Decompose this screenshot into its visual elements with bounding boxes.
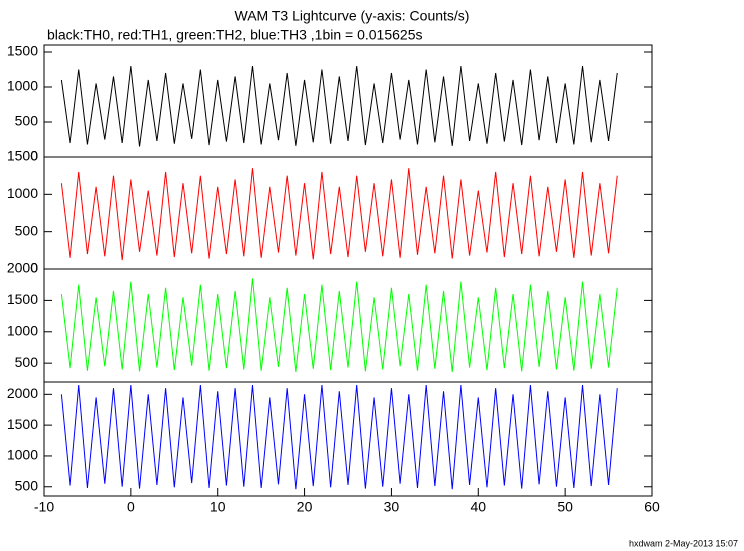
y-tick-label: 2000 (7, 260, 38, 276)
chart-subtitle: black:TH0, red:TH1, green:TH2, blue:TH3 … (47, 27, 422, 43)
y-tick-label: 500 (15, 113, 39, 129)
y-tick-label: 2000 (7, 385, 38, 401)
footer: hxdwam 2-May-2013 15:07 (629, 538, 738, 548)
y-tick-label: 1500 (7, 148, 38, 164)
y-tick-label: 1000 (7, 185, 38, 201)
lightcurve (60, 168, 618, 261)
y-tick-label: 0 (30, 260, 38, 276)
x-tick-label: 10 (210, 499, 226, 515)
x-tick-label: 20 (297, 499, 313, 515)
x-tick-label: 0 (127, 499, 135, 515)
panel-frame (43, 381, 653, 497)
x-tick-label: 40 (470, 499, 486, 515)
x-tick-label: 30 (384, 499, 400, 515)
y-tick-label: 1500 (7, 43, 38, 59)
x-tick-label: 50 (557, 499, 573, 515)
y-tick-label: 1000 (7, 322, 38, 338)
y-tick-label: 500 (15, 354, 39, 370)
chart-title: WAM T3 Lightcurve (y-axis: Counts/s) (235, 8, 470, 24)
lightcurve (60, 65, 618, 147)
x-tick-label: -10 (34, 499, 54, 515)
lightcurve (60, 385, 618, 490)
y-tick-label: 1000 (7, 78, 38, 94)
lightcurve (60, 278, 618, 373)
y-tick-label: 0 (30, 148, 38, 164)
y-tick-label: 1000 (7, 447, 38, 463)
y-tick-label: 500 (15, 477, 39, 493)
y-tick-label: 1500 (7, 416, 38, 432)
x-tick-label: 60 (644, 499, 660, 515)
y-tick-label: 1500 (7, 291, 38, 307)
y-tick-label: 500 (15, 222, 39, 238)
